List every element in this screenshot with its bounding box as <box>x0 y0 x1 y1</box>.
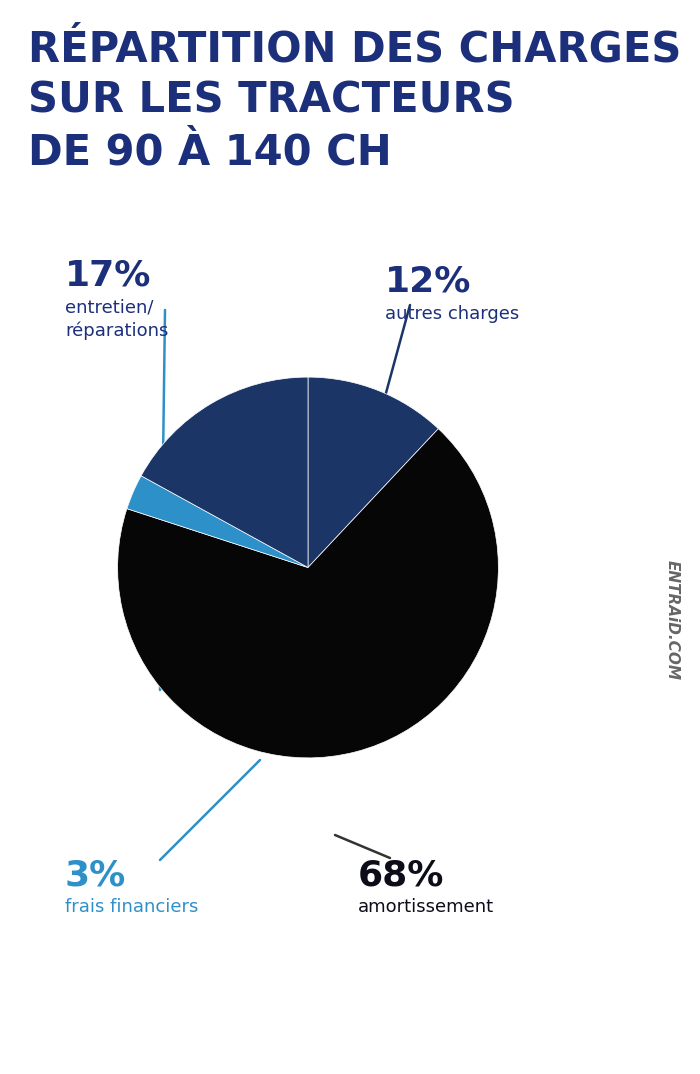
Text: frais financiers: frais financiers <box>65 898 198 916</box>
Wedge shape <box>141 377 308 567</box>
Text: amortissement: amortissement <box>358 898 494 916</box>
Text: 68%: 68% <box>358 858 444 892</box>
Text: entretien/
réparations: entretien/ réparations <box>65 297 169 340</box>
Text: 17%: 17% <box>65 258 151 292</box>
Text: autres charges: autres charges <box>385 305 519 323</box>
Wedge shape <box>308 377 438 567</box>
Wedge shape <box>127 476 308 567</box>
Wedge shape <box>118 429 498 758</box>
Text: 12%: 12% <box>385 265 471 299</box>
Text: 3%: 3% <box>65 858 126 892</box>
Text: RÉPARTITION DES CHARGES
SUR LES TRACTEURS
DE 90 À 140 CH: RÉPARTITION DES CHARGES SUR LES TRACTEUR… <box>28 28 681 174</box>
Text: ENTRAiD.COM: ENTRAiD.COM <box>664 560 680 680</box>
